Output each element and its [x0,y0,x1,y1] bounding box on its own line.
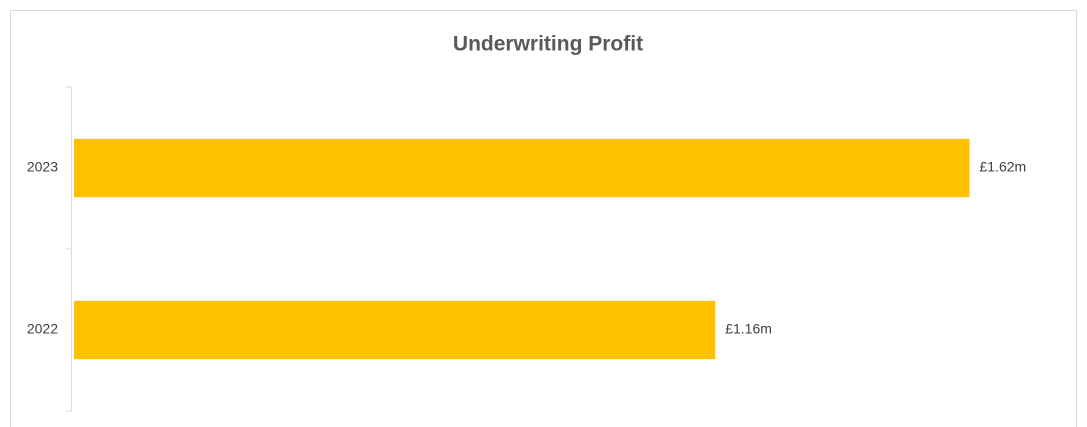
chart-border [10,10,1077,427]
y-tick-label: 2022 [27,321,58,337]
y-tick-label: 2023 [27,159,58,175]
bar [74,138,970,198]
data-label: £1.16m [725,321,772,337]
chart-title: Underwriting Profit [453,33,643,56]
bar [74,300,716,360]
data-label: £1.62m [980,159,1027,175]
